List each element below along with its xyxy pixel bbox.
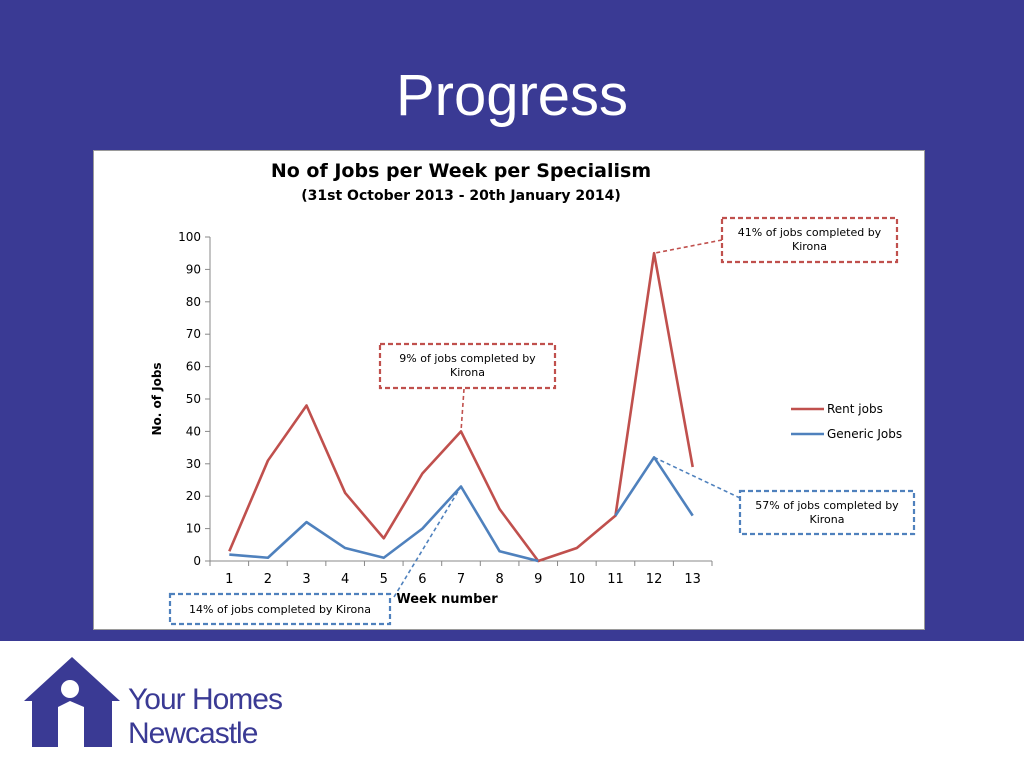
x-tick-label: 3 (302, 572, 310, 587)
callout-text: 14% of jobs completed by Kirona (189, 603, 371, 616)
callout-box (378, 342, 557, 390)
line-chart: No of Jobs per Week per Specialism (31st… (150, 160, 916, 626)
y-tick-label: 0 (193, 554, 201, 568)
generic-jobs-point (421, 527, 423, 529)
y-tick-label: 30 (186, 457, 201, 471)
x-tick-label: 7 (457, 572, 465, 587)
y-tick-label: 40 (186, 424, 201, 438)
x-axis-label: Week number (396, 592, 498, 607)
logo-text-line2: Newcastle (128, 717, 258, 750)
generic-jobs-point (267, 557, 269, 559)
y-tick-label: 80 (186, 295, 201, 309)
callout-box (168, 592, 392, 626)
x-tick-label: 12 (646, 572, 663, 587)
y-tick-label: 20 (186, 489, 201, 503)
x-tick-label: 6 (418, 572, 426, 587)
y-tick-label: 70 (186, 327, 201, 341)
callout: 41% of jobs completed by Kirona (653, 216, 899, 264)
rent-jobs-point (421, 472, 423, 474)
x-tick-label: 1 (225, 572, 233, 587)
rent-jobs-point (576, 547, 578, 549)
legend: Rent jobs Generic Jobs (791, 402, 902, 441)
legend-label: Generic Jobs (827, 427, 902, 441)
generic-jobs-line (614, 456, 694, 517)
generic-jobs-point (537, 560, 539, 562)
callout: 57% of jobs completed by Kirona (653, 456, 916, 536)
x-tick-label: 5 (380, 572, 388, 587)
series-layer (228, 251, 694, 563)
callout-leader-line (460, 388, 465, 432)
x-tick-label: 13 (684, 572, 701, 587)
callout-box (720, 216, 899, 264)
rent-jobs-line (228, 251, 694, 563)
x-tick-label: 9 (534, 572, 542, 587)
rent-jobs-point (305, 404, 307, 406)
callout-leader-line (393, 486, 462, 598)
generic-jobs-point (344, 547, 346, 549)
callout-text: 57% of jobs completed by Kirona (755, 499, 899, 526)
rent-jobs-point (383, 537, 385, 539)
x-tick-label: 11 (607, 572, 624, 587)
rent-jobs-point (498, 508, 500, 510)
y-tick-label: 100 (178, 230, 201, 244)
chart-panel: No of Jobs per Week per Specialism (31st… (93, 150, 925, 630)
y-axis-label: No. of Jobs (150, 362, 164, 435)
rent-jobs-point (267, 459, 269, 461)
rent-jobs-point (344, 492, 346, 494)
callout-leader-line (653, 456, 741, 499)
callout-text: 9% of jobs completed by Kirona (399, 352, 536, 379)
chart-subtitle: (31st October 2013 - 20th January 2014) (301, 188, 620, 204)
x-tick-label: 4 (341, 572, 349, 587)
slide-title: Progress (395, 63, 629, 128)
callout-leader-line (653, 239, 723, 254)
rent-jobs-point (691, 466, 693, 468)
x-tick-label: 2 (264, 572, 272, 587)
callout: 14% of jobs completed by Kirona (168, 486, 462, 626)
generic-jobs-point (691, 514, 693, 516)
callout: 9% of jobs completed by Kirona (378, 342, 557, 432)
x-tick-label: 10 (569, 572, 586, 587)
generic-jobs-line (229, 485, 539, 563)
x-tick-label: 8 (495, 572, 503, 587)
y-tick-label: 10 (186, 522, 201, 536)
generic-jobs-point (305, 521, 307, 523)
callout-text: 41% of jobs completed by Kirona (738, 226, 882, 253)
legend-label: Rent jobs (827, 402, 883, 416)
generic-jobs-point (383, 557, 385, 559)
y-tick-label: 50 (186, 392, 201, 406)
annotation-layer: 9% of jobs completed by Kirona 41% of jobs… (168, 216, 916, 626)
generic-jobs-point (228, 553, 230, 555)
generic-jobs-point (498, 550, 500, 552)
rent-jobs-point (228, 550, 230, 552)
logo-text-line1: Your Homes (128, 683, 283, 716)
chart-title: No of Jobs per Week per Specialism (271, 160, 651, 182)
house-logo-icon (24, 657, 120, 747)
generic-jobs-point (614, 514, 616, 516)
your-homes-newcastle-logo: Your Homes Newcastle (20, 655, 320, 755)
y-tick-label: 90 (186, 262, 201, 276)
callout-box (738, 489, 916, 536)
y-tick-label: 60 (186, 360, 201, 374)
